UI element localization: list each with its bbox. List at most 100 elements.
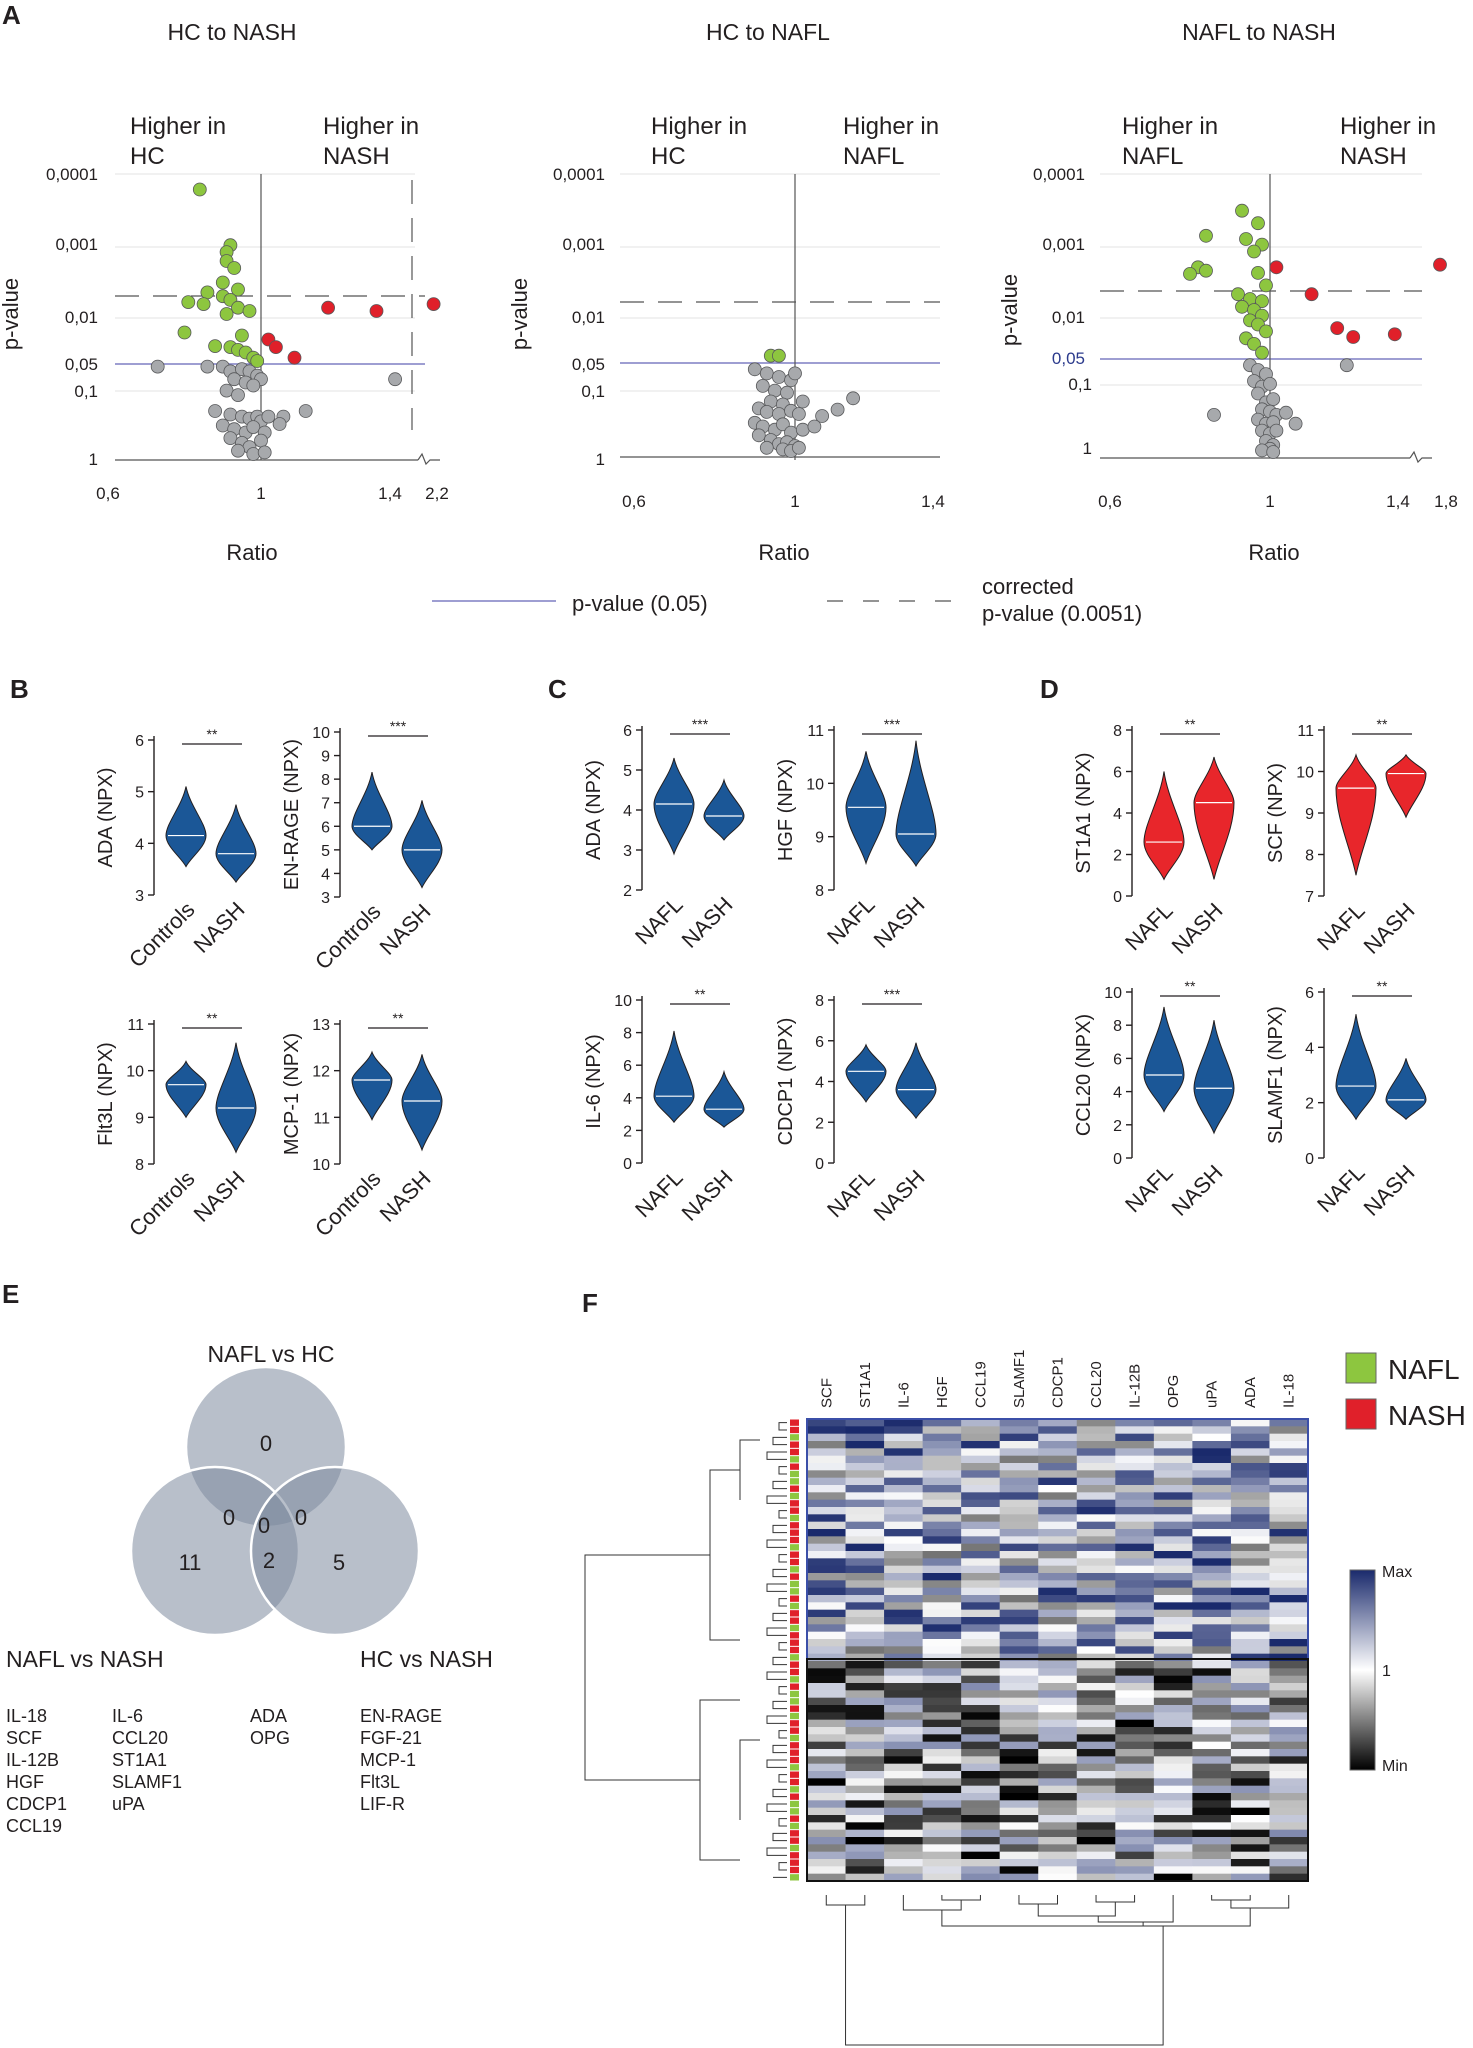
heatmap-cell: [1038, 1455, 1078, 1464]
heatmap-cell: [999, 1639, 1039, 1647]
category-label: NASH: [189, 897, 250, 958]
volcano-plot-hc-to-nafl: HC to NAFL Higher in HC Higher in NAFL p…: [507, 19, 945, 565]
y-tick: 11: [807, 723, 824, 740]
y-tick: 8: [1113, 723, 1122, 740]
heatmap-cell: [1192, 1639, 1232, 1647]
significance-stars: **: [1377, 716, 1388, 732]
heatmap-cell: [922, 1749, 962, 1757]
group-indicator: [790, 1786, 799, 1793]
y-axis-label: EN-RAGE (NPX): [281, 739, 303, 890]
significance-stars: **: [393, 1010, 404, 1026]
y-tick: 3: [321, 890, 330, 907]
heatmap-cell: [1269, 1727, 1309, 1735]
heatmap-cell: [1038, 1837, 1078, 1845]
heatmap-cell: [845, 1705, 885, 1713]
heatmap-cell: [884, 1448, 924, 1457]
heatmap-cell: [845, 1477, 885, 1486]
heatmap-cell: [1115, 1697, 1155, 1706]
heatmap-cell: [845, 1514, 885, 1523]
data-point: [1263, 376, 1277, 391]
dendrogram-branch: [766, 1539, 787, 1548]
dendrogram-branch: [778, 1510, 787, 1519]
heatmap-cell: [1038, 1851, 1078, 1860]
heatmap-cell: [1115, 1741, 1155, 1750]
heatmap-cell: [845, 1771, 885, 1779]
heatmap-cell: [807, 1793, 847, 1801]
heatmap-cell: [1076, 1793, 1116, 1801]
y-tick: 0,0001: [553, 165, 605, 184]
higher-right-line2: NASH: [1340, 143, 1407, 170]
heatmap-cell: [922, 1697, 962, 1706]
heatmap-cell: [807, 1815, 847, 1823]
heatmap-cell: [884, 1683, 924, 1691]
heatmap-cell: [884, 1844, 924, 1853]
heatmap-cell: [1115, 1829, 1155, 1838]
dendrogram-branch: [772, 1436, 787, 1446]
heatmap-cell: [922, 1595, 962, 1603]
panel-e: E NAFL vs HC 0 0 0 0 11 5 2 NAFL vs NASH…: [2, 1279, 493, 1836]
venn-count-top-right: 0: [295, 1505, 307, 1530]
heatmap-cell: [1269, 1602, 1309, 1611]
heatmap-cell: [845, 1851, 885, 1860]
heatmap-cell: [961, 1558, 1001, 1567]
panel-label-b: B: [10, 674, 29, 704]
heatmap-cell: [1153, 1829, 1193, 1838]
heatmap-cell: [1230, 1448, 1270, 1457]
heatmap-cell: [1153, 1712, 1193, 1721]
heatmap-cell: [999, 1426, 1039, 1435]
heatmap-cell: [1192, 1844, 1232, 1853]
heatmap-cell: [1269, 1477, 1309, 1486]
venn-list-item: EN-RAGE: [360, 1706, 442, 1726]
y-axis-label: SCF (NPX): [1265, 763, 1287, 863]
heatmap-cell: [1192, 1646, 1232, 1655]
data-point: [272, 417, 287, 431]
heatmap-cell: [961, 1866, 1001, 1875]
group-indicator: [790, 1492, 799, 1500]
y-tick: 9: [135, 1110, 144, 1127]
heatmap-cell: [884, 1697, 924, 1706]
heatmap-cell: [1192, 1580, 1232, 1589]
heatmap-cell: [922, 1829, 962, 1838]
heatmap-cell: [1153, 1558, 1193, 1567]
y-tick: 10: [1104, 985, 1122, 1002]
heatmap-cell: [1153, 1441, 1193, 1449]
legend-corrected-line1: corrected: [982, 574, 1074, 599]
heatmap-cell: [1115, 1624, 1155, 1633]
category-label: NASH: [375, 899, 436, 960]
heatmap-cell: [1076, 1595, 1116, 1603]
heatmap-cell: [807, 1448, 847, 1457]
heatmap-cell: [845, 1646, 885, 1655]
heatmap-cell: [845, 1602, 885, 1611]
heatmap-cell: [922, 1477, 962, 1486]
y-tick: 1: [596, 450, 605, 469]
x-tick: 1,4: [378, 484, 402, 503]
heatmap-cell: [884, 1749, 924, 1757]
y-tick: 9: [321, 749, 330, 766]
heatmap-cell: [1076, 1697, 1116, 1706]
y-tick: 8: [1113, 1018, 1122, 1035]
heatmap-cell: [1269, 1741, 1309, 1750]
heatmap-cell: [1115, 1675, 1155, 1684]
dendrogram-branch: [772, 1700, 787, 1710]
heatmap-cell: [961, 1646, 1001, 1655]
heatmap-cell: [807, 1866, 847, 1875]
heatmap-cell: [1153, 1529, 1193, 1537]
heatmap-cell: [961, 1727, 1001, 1735]
heatmap-cell: [1115, 1419, 1155, 1427]
heatmap-cell: [961, 1573, 1001, 1581]
data-point: [1251, 386, 1265, 401]
y-axis-label: p-value: [0, 278, 23, 350]
heatmap-cell: [1192, 1521, 1232, 1530]
y-tick: 11: [313, 1110, 330, 1127]
heatmap-cell: [922, 1624, 962, 1633]
heatmap-cell: [845, 1426, 885, 1435]
y-tick: 0,01: [65, 308, 98, 327]
heatmap-cell: [922, 1837, 962, 1845]
heatmap-cell: [961, 1521, 1001, 1530]
data-point: [1304, 287, 1319, 302]
y-axis-label: IL-6 (NPX): [583, 1034, 605, 1128]
heatmap-cell: [999, 1514, 1039, 1523]
color-scale-bar: [1349, 1569, 1376, 1771]
axis-break-mark: [417, 452, 440, 466]
